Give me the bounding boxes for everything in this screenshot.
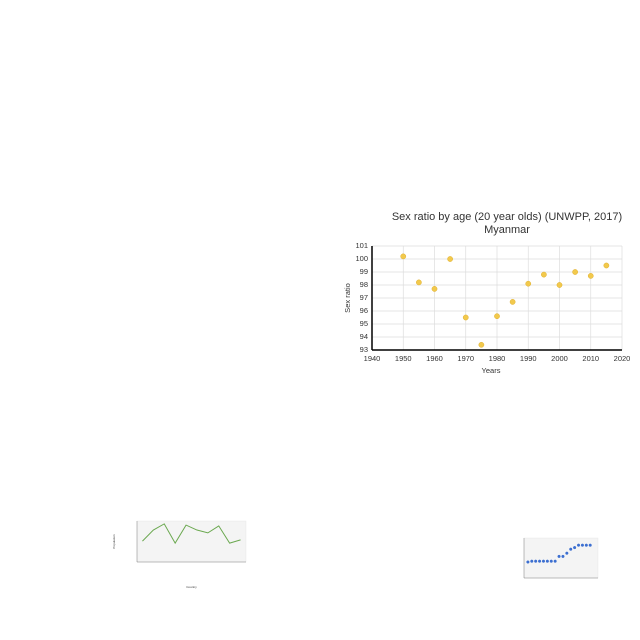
y-axis-label: Population (112, 534, 116, 549)
point (509, 299, 516, 305)
point (525, 280, 532, 287)
x-tick-label: 1950 (395, 354, 412, 363)
point (549, 559, 553, 563)
point (572, 269, 578, 275)
point (400, 253, 407, 260)
point (494, 313, 500, 320)
x-tick-label: 1980 (489, 354, 506, 363)
line (142, 523, 241, 545)
x-tick-label: 2010 (582, 354, 599, 363)
point (431, 286, 438, 292)
y-tick-label: 101 (355, 241, 368, 250)
chart-subtitle: Myanmar (484, 224, 530, 236)
point (416, 279, 422, 286)
y-tick-label: 96 (360, 306, 368, 315)
point (538, 559, 542, 563)
x-axis-label: Years (482, 366, 501, 375)
point (588, 543, 592, 547)
x-tick-label: 2020 (614, 354, 631, 363)
point (587, 273, 594, 279)
point (557, 554, 561, 558)
x-axis-label: Country (186, 585, 197, 589)
y-tick-label: 98 (360, 280, 368, 289)
point (556, 282, 563, 288)
x-tick-label: 1940 (364, 354, 381, 363)
point (603, 262, 610, 269)
point (545, 559, 549, 563)
point (576, 543, 581, 547)
y-tick-label: 100 (355, 254, 368, 263)
y-tick-label: 93 (360, 345, 368, 354)
x-tick-label: 1960 (426, 354, 443, 363)
point (569, 547, 573, 551)
y-tick-label: 99 (360, 267, 368, 276)
point (530, 559, 534, 563)
point (565, 551, 569, 555)
point (561, 554, 565, 558)
point (580, 543, 584, 547)
point (462, 314, 469, 321)
y-tick-label: 95 (360, 319, 368, 328)
x-tick-label: 1990 (520, 354, 537, 363)
point (541, 559, 546, 563)
point (541, 271, 547, 278)
point (584, 543, 588, 547)
x-tick-label: 2000 (551, 354, 568, 363)
point (573, 546, 577, 550)
x-tick-label: 1970 (457, 354, 474, 363)
y-tick-label: 97 (360, 293, 368, 302)
y-tick-label: 94 (360, 332, 368, 341)
point (526, 560, 530, 564)
point (478, 341, 485, 348)
point (447, 256, 453, 262)
y-axis-label: Sex ratio (343, 283, 352, 313)
point (534, 559, 538, 563)
point (553, 559, 557, 563)
chart-title: Sex ratio by age (20 year olds) (UNWPP, … (392, 211, 622, 223)
